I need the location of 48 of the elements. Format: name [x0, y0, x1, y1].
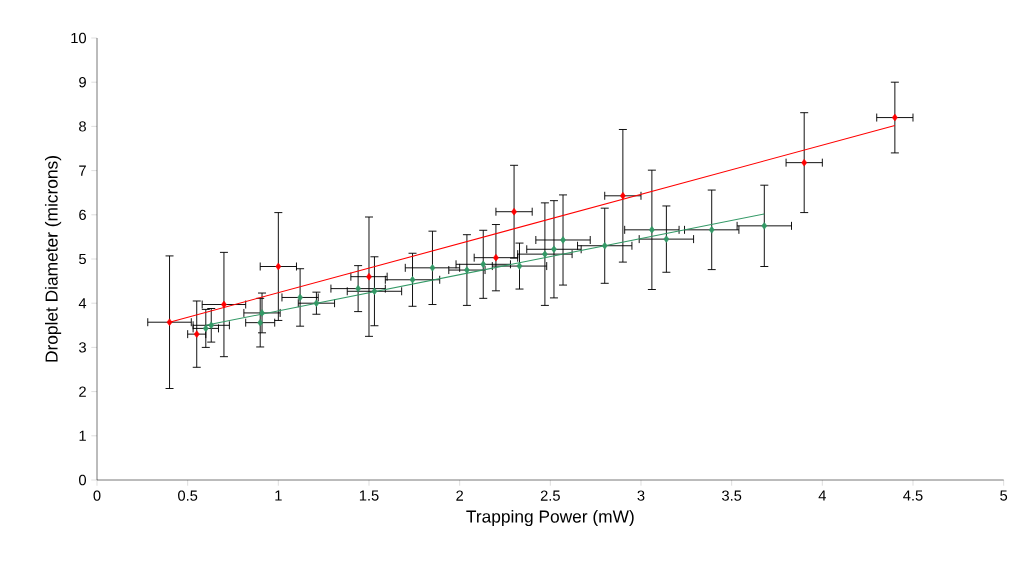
- y-tick-label: 3: [79, 342, 86, 353]
- point: [429, 264, 436, 272]
- point: [891, 113, 898, 122]
- y-tick-label: 10: [71, 32, 87, 44]
- point: [480, 260, 487, 269]
- point: [542, 250, 548, 258]
- x-tick-label: 2: [456, 490, 464, 501]
- point: [166, 318, 173, 326]
- point: [516, 262, 523, 270]
- x-tick-label: 3: [637, 490, 645, 501]
- y-tick-label: 0: [79, 474, 87, 486]
- y-tick-label: 2: [79, 386, 86, 397]
- x-tick-label: 3.5: [722, 490, 742, 501]
- point: [560, 236, 566, 244]
- y-tick-label: 6: [79, 209, 86, 220]
- point: [601, 242, 608, 250]
- x-tick-label: 4.5: [903, 490, 923, 501]
- point: [409, 276, 416, 284]
- point: [619, 192, 626, 200]
- point: [708, 226, 715, 234]
- x-tick-label: 1: [275, 490, 282, 501]
- y-tick-label: 1: [79, 430, 86, 441]
- point: [193, 330, 200, 338]
- x-tick-label: 4: [818, 490, 826, 501]
- x-tick-label: 0: [93, 490, 101, 501]
- y-axis-title: Droplet Diameter (microns): [44, 156, 62, 362]
- point: [275, 262, 282, 271]
- point: [208, 321, 215, 330]
- x-tick-label: 1.5: [359, 490, 379, 501]
- y-tick-label: 9: [79, 77, 86, 88]
- point: [259, 309, 265, 317]
- point: [313, 299, 320, 307]
- point: [464, 266, 470, 274]
- x-tick-label: 5: [1000, 490, 1008, 501]
- x-axis-title: Trapping Power (mW): [466, 509, 634, 527]
- point: [761, 222, 768, 230]
- y-tick-label: 8: [79, 121, 86, 132]
- point: [257, 318, 264, 327]
- x-tick-label: 0.5: [178, 490, 198, 501]
- x-tick-label: 2.5: [540, 490, 560, 501]
- y-tick-label: 7: [79, 165, 86, 176]
- y-tick-label: 4: [78, 298, 87, 309]
- point: [649, 226, 655, 234]
- y-tick-label: 5: [79, 253, 86, 265]
- point: [202, 324, 209, 333]
- point: [663, 235, 670, 243]
- point: [801, 158, 808, 167]
- point: [371, 287, 378, 295]
